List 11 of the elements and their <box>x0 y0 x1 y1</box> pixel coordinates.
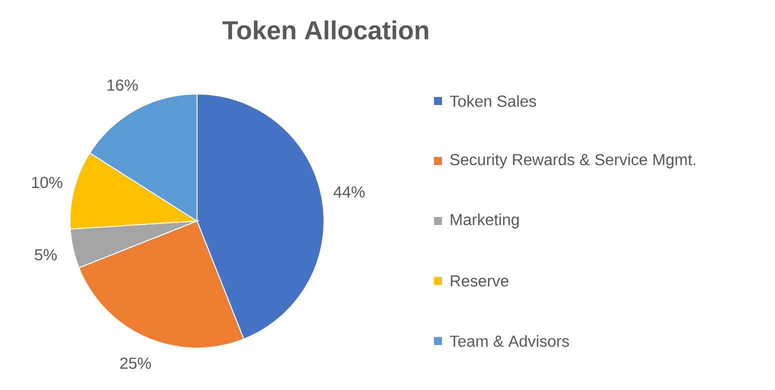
data-label: 44% <box>334 186 365 198</box>
data-label: 5% <box>34 249 57 260</box>
data-label: 16% <box>108 80 138 91</box>
legend-label: Reserve <box>450 275 508 287</box>
legend-label: Team & Advisors <box>450 335 569 347</box>
data-label: 25% <box>120 358 151 369</box>
chart-title: Token Allocation <box>222 20 428 40</box>
legend-label: Token Sales <box>450 95 536 107</box>
legend-label: Marketing <box>450 214 519 228</box>
legend-label: Security Rewards & Service Mgmt. <box>450 154 696 168</box>
data-label: 10% <box>32 176 62 188</box>
